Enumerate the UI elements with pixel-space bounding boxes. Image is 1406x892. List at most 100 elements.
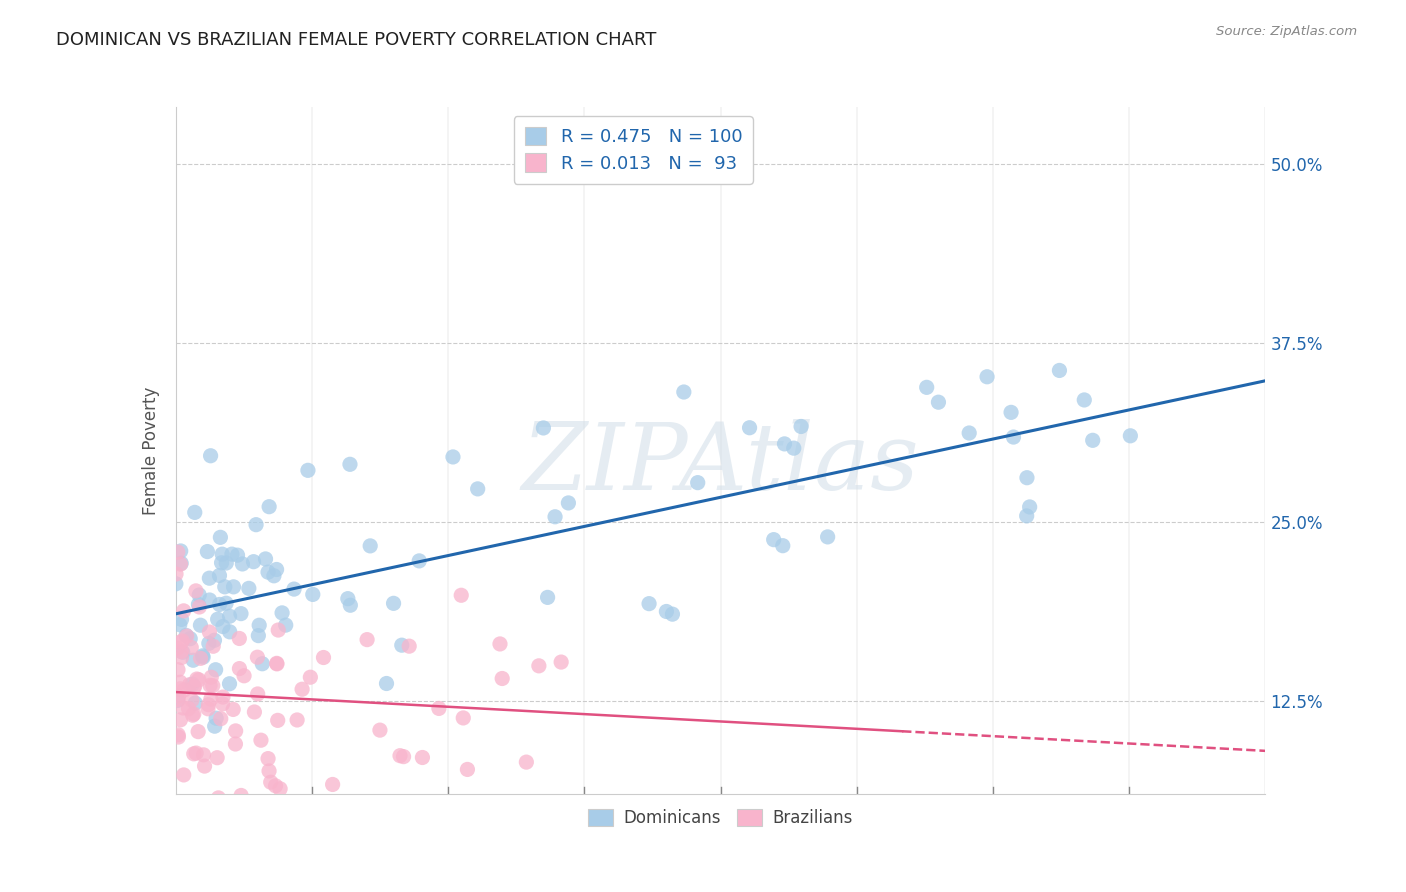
Point: [242, 555, 264, 569]
Point: [170, 556, 193, 570]
Point: [198, 571, 221, 585]
Point: [927, 395, 949, 409]
Point: [392, 749, 415, 764]
Point: [450, 588, 472, 602]
Point: [183, 680, 205, 694]
Point: [312, 650, 335, 665]
Point: [176, 629, 198, 643]
Point: [201, 679, 224, 693]
Point: [257, 751, 280, 765]
Point: [274, 618, 297, 632]
Point: [167, 692, 190, 706]
Point: [411, 750, 433, 764]
Point: [169, 681, 191, 696]
Point: [180, 693, 202, 707]
Point: [204, 663, 226, 677]
Point: [169, 617, 191, 632]
Point: [170, 635, 193, 649]
Point: [224, 737, 246, 751]
Point: [297, 463, 319, 477]
Point: [166, 545, 188, 559]
Point: [167, 728, 190, 742]
Point: [177, 701, 200, 715]
Point: [247, 629, 270, 643]
Point: [783, 441, 806, 455]
Point: [283, 582, 305, 596]
Point: [266, 562, 288, 576]
Point: [225, 723, 247, 738]
Point: [218, 624, 240, 639]
Point: [184, 696, 207, 710]
Point: [260, 775, 283, 789]
Point: [336, 591, 359, 606]
Point: [197, 698, 219, 712]
Point: [1073, 392, 1095, 407]
Point: [226, 548, 249, 562]
Point: [205, 750, 228, 764]
Point: [356, 632, 378, 647]
Point: [166, 693, 188, 707]
Point: [169, 713, 191, 727]
Point: [456, 763, 478, 777]
Point: [204, 633, 226, 648]
Point: [557, 496, 579, 510]
Point: [389, 748, 412, 763]
Point: [382, 596, 405, 610]
Point: [218, 609, 240, 624]
Point: [184, 505, 207, 519]
Point: [266, 657, 288, 671]
Point: [197, 702, 219, 716]
Point: [169, 675, 191, 690]
Point: [170, 612, 193, 626]
Point: [191, 650, 214, 665]
Point: [375, 676, 398, 690]
Point: [186, 672, 208, 686]
Point: [181, 677, 204, 691]
Point: [299, 670, 322, 684]
Point: [451, 711, 474, 725]
Point: [773, 437, 796, 451]
Text: Source: ZipAtlas.com: Source: ZipAtlas.com: [1216, 25, 1357, 38]
Point: [200, 670, 222, 684]
Point: [184, 746, 207, 760]
Point: [202, 639, 225, 653]
Point: [536, 591, 558, 605]
Point: [183, 680, 205, 694]
Point: [204, 719, 226, 733]
Point: [180, 640, 202, 655]
Point: [359, 539, 381, 553]
Point: [266, 657, 288, 671]
Point: [817, 530, 839, 544]
Point: [1119, 429, 1142, 443]
Point: [322, 777, 344, 791]
Point: [179, 632, 201, 646]
Point: [267, 714, 290, 728]
Point: [672, 384, 695, 399]
Point: [183, 747, 205, 761]
Point: [544, 509, 567, 524]
Point: [211, 547, 233, 561]
Point: [686, 475, 709, 490]
Point: [205, 711, 228, 725]
Point: [250, 733, 273, 747]
Point: [170, 650, 193, 665]
Point: [301, 587, 323, 601]
Point: [339, 458, 361, 472]
Point: [772, 539, 794, 553]
Point: [200, 692, 222, 706]
Point: [915, 380, 938, 394]
Point: [208, 568, 231, 582]
Point: [187, 598, 209, 612]
Point: [191, 648, 214, 663]
Point: [550, 655, 572, 669]
Point: [1000, 405, 1022, 419]
Point: [173, 683, 195, 698]
Point: [198, 625, 221, 640]
Point: [1018, 500, 1040, 514]
Point: [269, 781, 291, 796]
Point: [291, 682, 314, 697]
Point: [198, 636, 221, 650]
Point: [762, 533, 785, 547]
Point: [1015, 508, 1038, 523]
Point: [531, 421, 554, 435]
